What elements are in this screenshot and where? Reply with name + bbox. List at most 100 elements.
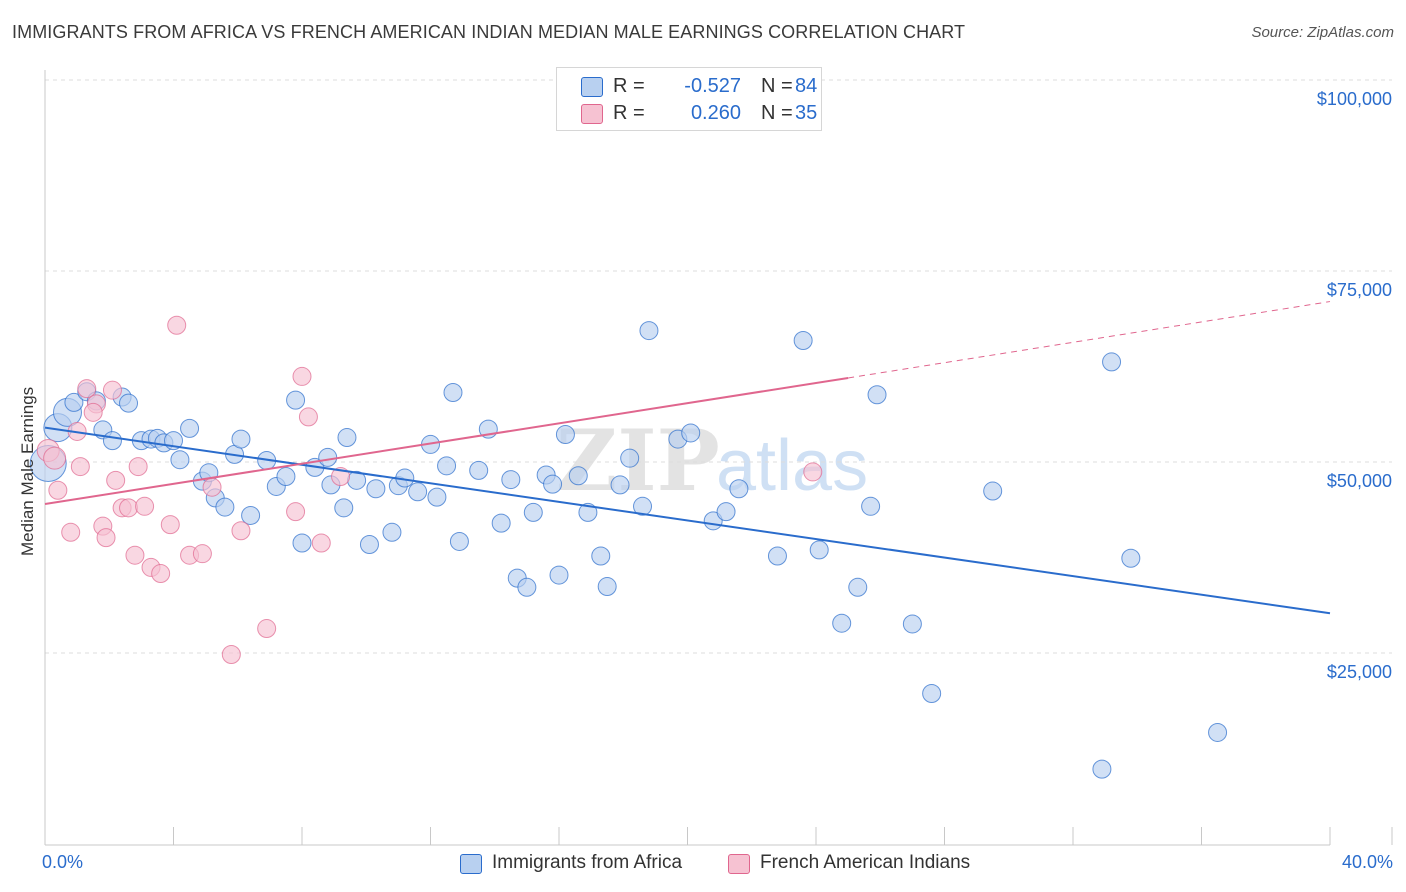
point-french [70, 457, 90, 477]
point-french [96, 528, 116, 548]
bottom-legend-label: French American Indians [760, 852, 971, 873]
point-africa [437, 456, 457, 476]
point-africa [639, 321, 659, 341]
x-tick-label: 40.0% [1342, 852, 1393, 872]
point-africa [241, 505, 261, 525]
point-africa [620, 448, 640, 468]
point-africa [449, 531, 469, 551]
point-africa [578, 502, 598, 522]
point-africa [867, 385, 887, 405]
point-africa [1121, 548, 1141, 568]
point-french [257, 619, 277, 639]
point-french [160, 515, 180, 535]
point-africa [231, 429, 251, 449]
point-africa [318, 447, 338, 467]
point-africa [1092, 759, 1112, 779]
point-french [61, 522, 81, 542]
point-africa [292, 533, 312, 553]
point-africa [359, 535, 379, 555]
point-french [202, 477, 222, 497]
legend-swatch-pink [581, 104, 603, 124]
point-africa [517, 577, 537, 597]
point-french [292, 366, 312, 386]
legend-n-label: N = [761, 75, 793, 97]
legend-r-value: 0.260 [690, 102, 741, 124]
legend-r-label: R = [613, 102, 645, 124]
point-africa [922, 683, 942, 703]
trendline-french-extension [848, 301, 1331, 379]
point-africa [681, 423, 701, 443]
bottom-legend-label: Immigrants from Africa [492, 852, 683, 873]
point-africa [716, 502, 736, 522]
point-africa [983, 481, 1003, 501]
point-french [135, 496, 155, 516]
point-africa [501, 470, 521, 490]
point-africa [1208, 722, 1228, 742]
point-africa [427, 487, 447, 507]
point-africa [491, 513, 511, 533]
point-french [102, 380, 122, 400]
point-africa [408, 482, 428, 502]
y-tick-label: $100,000 [1317, 89, 1392, 109]
point-africa [568, 466, 588, 486]
point-africa [382, 522, 402, 542]
point-africa [832, 613, 852, 633]
trendline-africa [44, 426, 1331, 615]
legend-n-value: 84 [795, 75, 818, 97]
point-africa [215, 497, 235, 517]
point-french [167, 315, 187, 335]
point-africa [793, 331, 813, 351]
stats-legend: R = -0.527 N = 84 R = 0.260 N = 35 [556, 67, 822, 131]
point-french [77, 379, 97, 399]
x-tick-label: 0.0% [42, 852, 83, 872]
point-africa [555, 424, 575, 444]
legend-n-value: 35 [795, 102, 818, 124]
legend-r-label: R = [613, 75, 645, 97]
point-africa [64, 392, 84, 412]
point-africa [276, 467, 296, 487]
point-africa [597, 577, 617, 597]
point-africa [543, 474, 563, 494]
point-africa [286, 390, 306, 410]
point-africa [180, 418, 200, 438]
point-africa [848, 577, 868, 597]
point-french [48, 480, 68, 500]
point-africa [523, 502, 543, 522]
point-africa [102, 431, 122, 451]
point-french [298, 407, 318, 427]
point-africa [633, 496, 653, 516]
point-africa [729, 479, 749, 499]
bottom-legend-swatch-pink [728, 854, 750, 874]
point-french [286, 502, 306, 522]
point-africa [443, 382, 463, 402]
point-french [83, 402, 103, 422]
point-africa [337, 428, 357, 448]
point-africa [902, 614, 922, 634]
point-french [106, 470, 126, 490]
point-french [43, 446, 67, 470]
point-french [119, 498, 139, 518]
y-tick-label: $25,000 [1327, 662, 1392, 682]
point-africa [809, 540, 829, 560]
point-french [192, 544, 212, 564]
point-french [331, 467, 351, 487]
point-africa [334, 498, 354, 518]
y-tick-label: $75,000 [1327, 280, 1392, 300]
point-french [125, 545, 145, 565]
point-africa [591, 546, 611, 566]
point-french [803, 462, 823, 482]
legend-n-label: N = [761, 102, 793, 124]
legend-swatch-blue [581, 77, 603, 97]
point-africa [861, 496, 881, 516]
chart-source: Source: ZipAtlas.com [1251, 24, 1394, 41]
bottom-legend-swatch-blue [460, 854, 482, 874]
legend-r-value: -0.527 [684, 75, 741, 97]
point-french [221, 645, 241, 665]
point-africa [610, 475, 630, 495]
y-tick-label: $50,000 [1327, 471, 1392, 491]
point-africa [469, 460, 489, 480]
point-africa [767, 546, 787, 566]
point-africa [366, 479, 386, 499]
trendline-french [44, 376, 849, 506]
